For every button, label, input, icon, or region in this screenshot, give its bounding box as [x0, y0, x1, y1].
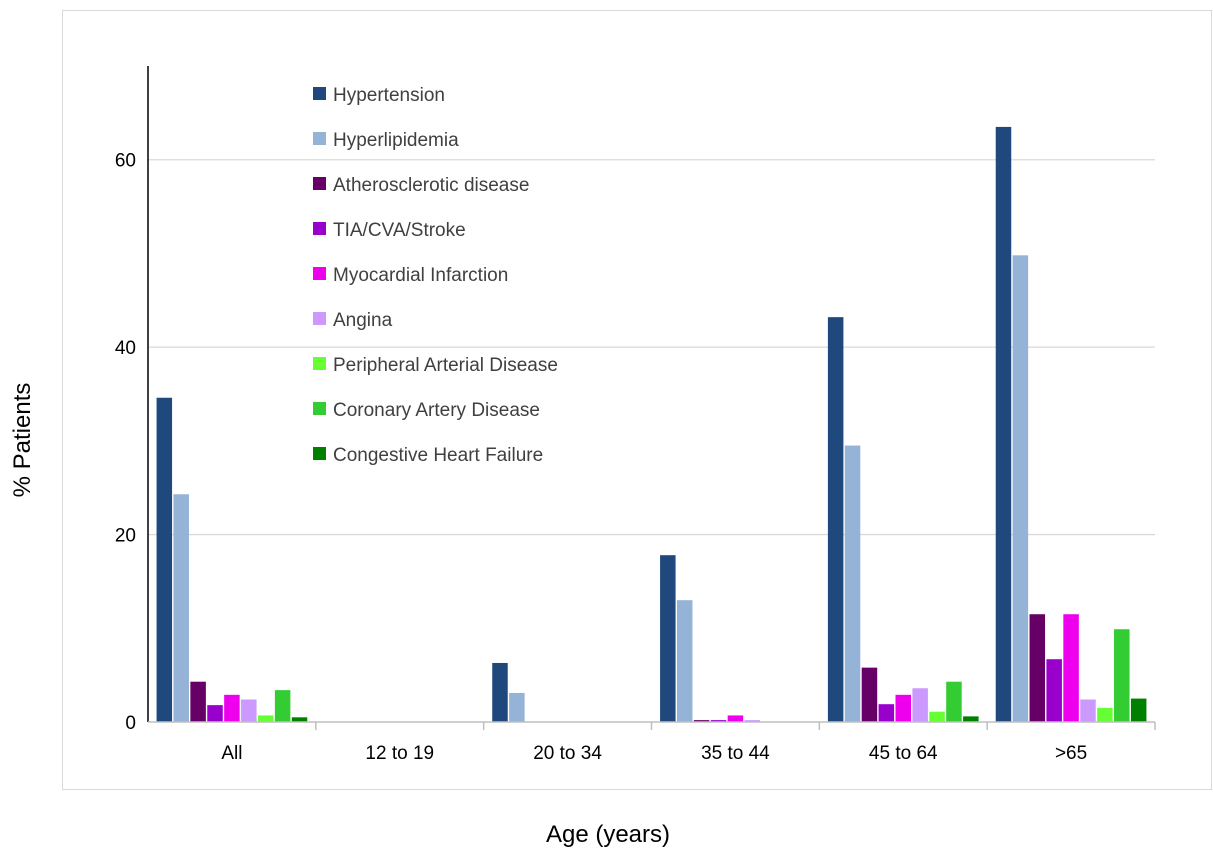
- bar-angina-65: [1080, 699, 1096, 722]
- legend-swatch: [313, 222, 326, 235]
- bar-angina-45-to-64: [912, 688, 928, 722]
- bar-hyperlipidemia-65: [1012, 255, 1029, 722]
- y-tick-label-40: 40: [115, 338, 136, 359]
- legend-item-tia-cva-stroke: TIA/CVA/Stroke: [313, 220, 466, 241]
- legend-swatch: [313, 402, 326, 415]
- bar-congestive-heart-failure-65: [1130, 698, 1147, 722]
- bar-hyperlipidemia-20-to-34: [509, 692, 525, 722]
- legend-swatch: [313, 87, 326, 100]
- gridlines: [148, 159, 1155, 536]
- bar-hypertension-45-to-64: [827, 317, 844, 722]
- bar-hyperlipidemia-35-to-44: [676, 600, 693, 722]
- bar-angina-35-to-44: [744, 720, 761, 722]
- x-tick-label-20-to-34: 20 to 34: [533, 743, 602, 764]
- legend-item-hypertension: Hypertension: [313, 85, 445, 106]
- x-tick-label-12-to-19: 12 to 19: [365, 743, 434, 764]
- y-tick-label-20: 20: [115, 526, 136, 547]
- bar-tia-cva-stroke-65: [1046, 659, 1062, 722]
- bar-congestive-heart-failure-all: [291, 717, 308, 722]
- bar-myocardial-infarction-all: [224, 694, 240, 722]
- bar-atherosclerotic-disease-35-to-44: [693, 720, 710, 722]
- legend-item-congestive-heart-failure: Congestive Heart Failure: [313, 445, 543, 466]
- legend-label: Coronary Artery Disease: [333, 400, 540, 421]
- legend-swatch: [313, 312, 326, 325]
- bars: [156, 126, 1147, 722]
- legend-item-myocardial-infarction: Myocardial Infarction: [313, 265, 508, 286]
- legend-swatch: [313, 357, 326, 370]
- legend-label: Atherosclerotic disease: [333, 175, 529, 196]
- x-tick-label-65: >65: [1055, 743, 1087, 764]
- bar-angina-all: [241, 699, 257, 722]
- bar-hyperlipidemia-all: [173, 494, 189, 722]
- legend-item-atherosclerotic-disease: Atherosclerotic disease: [313, 175, 529, 196]
- legend-label: TIA/CVA/Stroke: [333, 220, 466, 241]
- legend-label: Hyperlipidemia: [333, 130, 459, 151]
- legend-item-peripheral-arterial-disease: Peripheral Arterial Disease: [313, 355, 558, 376]
- y-axis-title: % Patients: [9, 383, 36, 498]
- bar-coronary-artery-disease-all: [274, 690, 291, 722]
- bar-coronary-artery-disease-65: [1114, 629, 1130, 722]
- bar-atherosclerotic-disease-65: [1029, 614, 1046, 722]
- bar-hypertension-65: [995, 126, 1012, 722]
- legend-item-angina: Angina: [313, 310, 393, 331]
- x-tick-label-35-to-44: 35 to 44: [701, 743, 770, 764]
- legend-label: Angina: [333, 310, 393, 331]
- axes: 0 20 40 60 All 12 to 19 20 to 34 35 to 44 45 to …: [115, 66, 1156, 764]
- legend-item-hyperlipidemia: Hyperlipidemia: [313, 130, 459, 151]
- legend: Hypertension Hyperlipidemia Atheroscleroti…: [313, 85, 558, 466]
- bar-atherosclerotic-disease-45-to-64: [861, 667, 878, 722]
- bar-myocardial-infarction-35-to-44: [727, 715, 744, 722]
- bar-hypertension-35-to-44: [660, 555, 676, 722]
- bar-atherosclerotic-disease-all: [190, 681, 206, 722]
- bar-myocardial-infarction-45-to-64: [895, 694, 911, 722]
- legend-swatch: [313, 132, 326, 145]
- legend-label: Myocardial Infarction: [333, 265, 508, 286]
- legend-label: Congestive Heart Failure: [333, 445, 543, 466]
- bar-peripheral-arterial-disease-all: [257, 715, 274, 722]
- x-axis-title: Age (years): [546, 821, 670, 848]
- chart-frame: [62, 10, 1212, 790]
- legend-swatch: [313, 177, 326, 190]
- bar-congestive-heart-failure-45-to-64: [963, 716, 979, 722]
- x-tick-label-all: All: [221, 743, 242, 764]
- bar-hypertension-all: [156, 397, 173, 722]
- bar-tia-cva-stroke-35-to-44: [710, 720, 727, 722]
- legend-label: Hypertension: [333, 85, 445, 106]
- bar-tia-cva-stroke-all: [207, 705, 223, 722]
- bar-hyperlipidemia-45-to-64: [844, 445, 861, 722]
- bar-hypertension-20-to-34: [492, 662, 508, 722]
- legend-label: Peripheral Arterial Disease: [333, 355, 558, 376]
- bar-peripheral-arterial-disease-45-to-64: [929, 711, 945, 722]
- bar-myocardial-infarction-65: [1063, 614, 1079, 722]
- x-tick-label-45-to-64: 45 to 64: [869, 743, 938, 764]
- legend-swatch: [313, 447, 326, 460]
- bar-coronary-artery-disease-45-to-64: [946, 681, 962, 722]
- legend-swatch: [313, 267, 326, 280]
- bar-tia-cva-stroke-45-to-64: [878, 704, 895, 722]
- y-tick-label-0: 0: [125, 713, 136, 734]
- bar-peripheral-arterial-disease-65: [1097, 707, 1113, 722]
- legend-item-coronary-artery-disease: Coronary Artery Disease: [313, 400, 540, 421]
- y-tick-label-60: 60: [115, 151, 136, 172]
